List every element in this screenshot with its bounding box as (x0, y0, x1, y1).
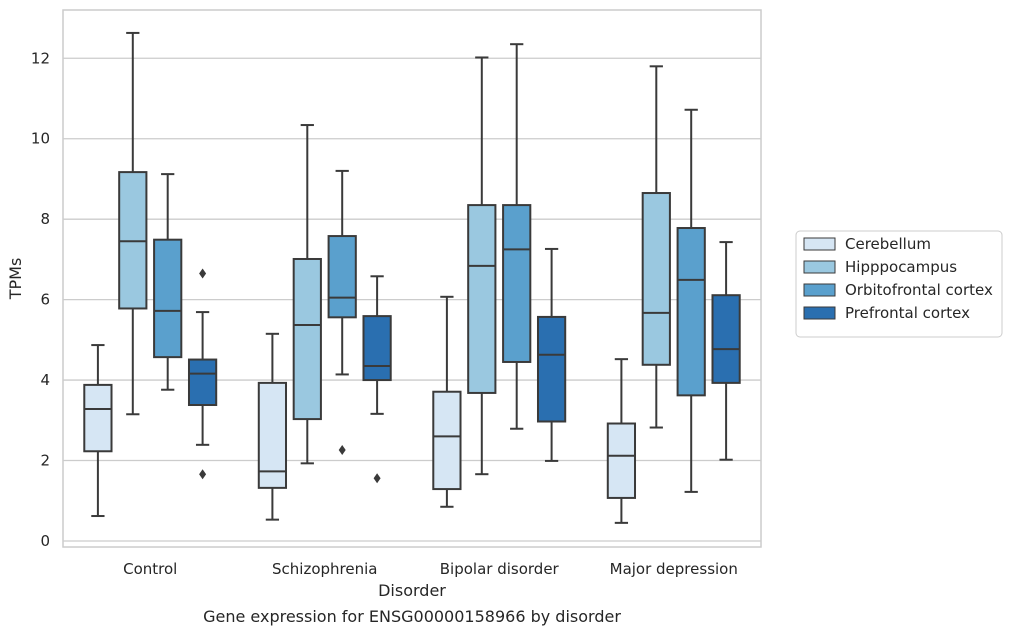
box-body (606, 422, 637, 499)
y-tick-label: 4 (40, 371, 50, 389)
box-hipppocampus (292, 124, 322, 465)
box-hipppocampus (641, 65, 671, 429)
box-body (362, 315, 392, 382)
boxes-layer (83, 31, 741, 524)
x-axis-label: Disorder (378, 581, 446, 600)
box-body (641, 192, 671, 366)
legend-swatch (803, 283, 836, 297)
y-tick-label: 8 (40, 210, 50, 228)
box-cerebellum (83, 344, 113, 518)
x-tick-label: Control (123, 560, 177, 578)
box-body (83, 383, 113, 453)
box-body (187, 358, 218, 407)
box-orbitofrontal-cortex (676, 108, 706, 493)
box-orbitofrontal-cortex (327, 169, 357, 456)
box-body (153, 238, 183, 359)
outlier-point (199, 268, 207, 279)
box-body (432, 390, 462, 491)
y-tick-label: 10 (31, 130, 50, 148)
box-body (502, 204, 532, 363)
box-cerebellum (432, 295, 462, 508)
y-tick-label: 0 (40, 532, 50, 550)
box-cerebellum (606, 358, 637, 524)
legend-swatch (803, 260, 836, 274)
box-body (292, 257, 322, 421)
box-body (711, 294, 741, 384)
x-tick-label: Schizophrenia (272, 560, 377, 578)
box-body (257, 381, 288, 489)
y-tick-labels: 0 2 4 6 8 10 12 (31, 49, 50, 550)
box-prefrontal-cortex (187, 268, 218, 480)
outlier-point (373, 473, 381, 484)
chart-caption: Gene expression for ENSG00000158966 by d… (203, 607, 621, 626)
box-orbitofrontal-cortex (153, 173, 183, 391)
x-tick-labels: Control Schizophrenia Bipolar disorder Majo… (123, 560, 738, 578)
plot-frame (62, 9, 762, 548)
outlier-point (199, 469, 207, 480)
box-cerebellum (257, 332, 288, 521)
x-tick-label: Major depression (610, 560, 738, 578)
box-body (536, 315, 567, 423)
legend-label: Orbitofrontal cortex (845, 281, 993, 299)
legend: Cerebellum Hipppocampus Orbitofrontal cort… (795, 230, 1003, 338)
y-tick-label: 6 (40, 291, 50, 309)
box-prefrontal-cortex (711, 241, 741, 461)
legend-label: Prefrontal cortex (845, 304, 970, 322)
y-tick-label: 12 (31, 49, 50, 67)
box-prefrontal-cortex (362, 275, 392, 484)
x-tick-label: Bipolar disorder (440, 560, 560, 578)
legend-frame (795, 230, 1003, 338)
y-tick-label: 2 (40, 452, 50, 470)
y-axis-label: TPMs (6, 258, 25, 301)
box-hipppocampus (467, 56, 497, 476)
box-body (327, 235, 357, 319)
box-body (467, 204, 497, 394)
box-body (118, 171, 148, 310)
legend-swatch (803, 237, 836, 251)
legend-swatch (803, 306, 836, 320)
legend-label: Hipppocampus (845, 258, 957, 276)
box-body (676, 227, 706, 397)
outlier-point (338, 445, 346, 456)
box-orbitofrontal-cortex (502, 43, 532, 430)
box-prefrontal-cortex (536, 247, 567, 462)
legend-label: Cerebellum (845, 235, 931, 253)
box-hipppocampus (118, 31, 148, 416)
